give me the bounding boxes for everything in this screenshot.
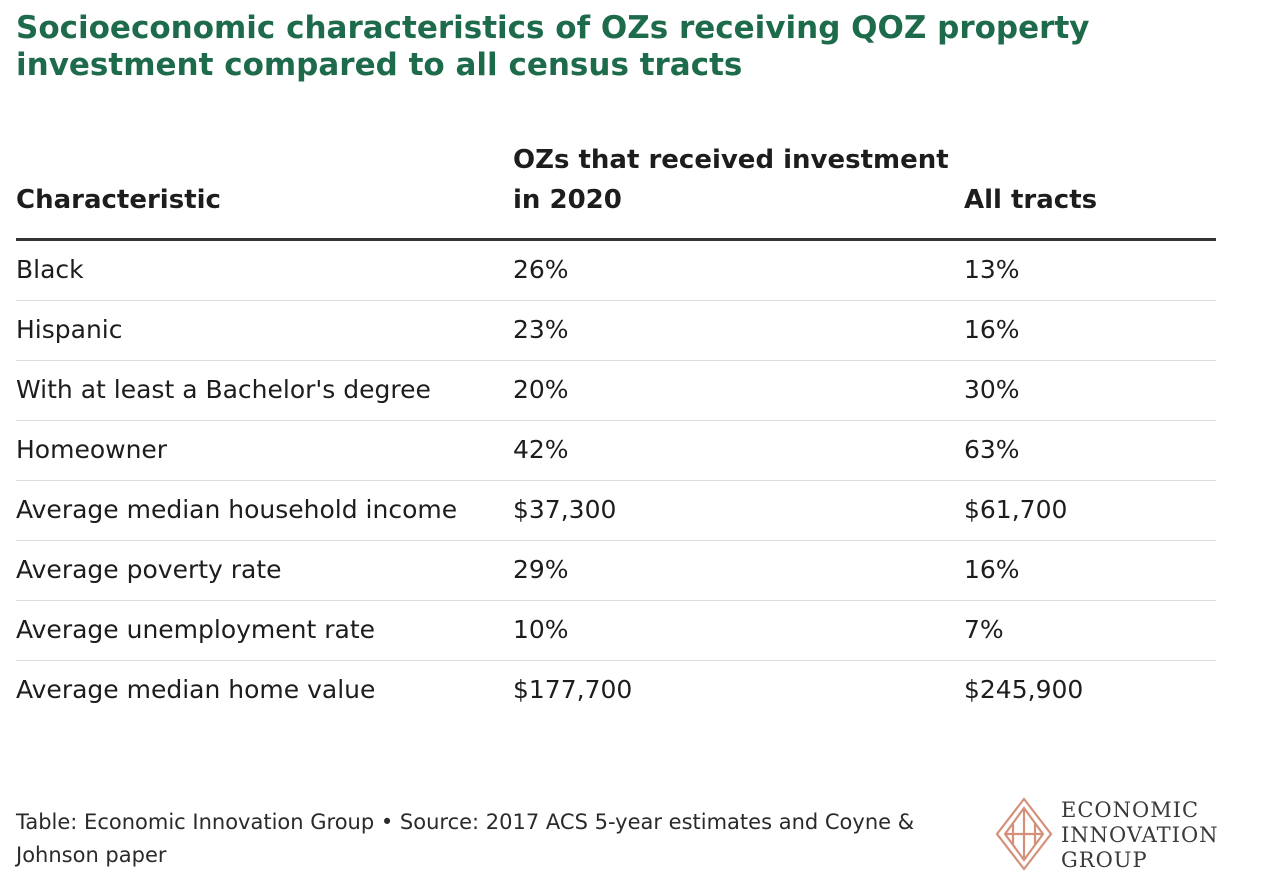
table-body: Black 26% 13% Hispanic 23% 16% With at l… [16,239,1216,721]
all-tracts-value: 16% [964,300,1216,361]
table-row: Average median household income $37,300 … [16,480,1216,541]
eig-logo: ECONOMIC INNOVATION GROUP [994,796,1224,872]
oz-value: 42% [513,420,964,481]
logo-line: ECONOMIC [1061,798,1200,822]
column-header-all-tracts: All tracts [964,140,1216,241]
row-label: Average median household income [16,480,513,541]
row-label: With at least a Bachelor's degree [16,360,513,421]
oz-value: 10% [513,600,964,661]
table-row: Average median home value $177,700 $245,… [16,661,1216,721]
row-label: Black [16,239,513,301]
table-row: Hispanic 23% 16% [16,300,1216,361]
all-tracts-value: 13% [964,239,1216,301]
column-header-ozs-investment: OZs that received investment in 2020 [513,140,964,241]
all-tracts-value: 7% [964,600,1216,661]
oz-value: $177,700 [513,675,633,704]
row-label: Homeowner [16,420,513,481]
table-row: Average unemployment rate 10% 7% [16,600,1216,661]
eig-diamond-logo-icon [995,797,1053,871]
logo-line: GROUP [1061,848,1148,872]
data-table: Characteristic OZs that received investm… [16,140,1216,720]
oz-value: 29% [513,540,964,601]
all-tracts-value: 30% [964,360,1216,421]
row-label: Average poverty rate [16,540,513,601]
table-header-row: Characteristic OZs that received investm… [16,140,1216,241]
table-row: Black 26% 13% [16,239,1216,301]
source-footer: Table: Economic Innovation Group • Sourc… [16,810,915,867]
all-tracts-value: $61,700 [964,480,1216,541]
oz-value: 23% [513,300,964,361]
all-tracts-value: $245,900 [964,675,1084,704]
row-label: Average median home value [16,675,376,704]
all-tracts-value: 16% [964,540,1216,601]
table-row: Homeowner 42% 63% [16,420,1216,481]
oz-value: 26% [513,239,964,301]
logo-wordmark: ECONOMIC INNOVATION GROUP [1061,798,1219,873]
column-header-characteristic: Characteristic [16,140,513,241]
all-tracts-value: 63% [964,420,1216,481]
logo-line: INNOVATION [1061,823,1219,847]
row-label: Average unemployment rate [16,600,513,661]
row-label: Hispanic [16,300,513,361]
oz-value: $37,300 [513,480,964,541]
page-title: Socioeconomic characteristics of OZs rec… [16,10,1090,83]
oz-value: 20% [513,360,964,421]
table-row: Average poverty rate 29% 16% [16,540,1216,601]
table-row: With at least a Bachelor's degree 20% 30… [16,360,1216,421]
